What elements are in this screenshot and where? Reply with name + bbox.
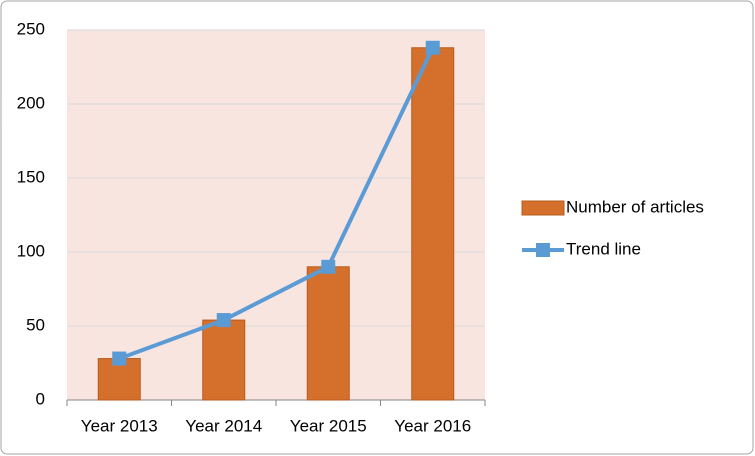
x-tick-label: Year 2015 (290, 416, 367, 435)
y-tick-label: 100 (17, 241, 45, 260)
bar (202, 319, 246, 401)
legend-label: Number of articles (566, 197, 704, 216)
y-tick-label: 50 (26, 315, 45, 334)
bar (306, 266, 350, 401)
line-marker (112, 351, 127, 366)
legend-swatch (521, 200, 565, 216)
trend-line (118, 46, 435, 361)
bar (411, 47, 455, 401)
x-tick-label: Year 2013 (81, 416, 158, 435)
y-tick-label: 0 (36, 389, 45, 408)
line-marker (425, 40, 440, 55)
x-tick-label: Year 2014 (185, 416, 262, 435)
legend-label: Trend line (566, 239, 641, 258)
y-tick-label: 250 (17, 19, 45, 38)
y-tick-label: 150 (17, 167, 45, 186)
legend-swatch (536, 243, 550, 257)
line-marker (216, 313, 231, 328)
y-tick-label: 200 (17, 93, 45, 112)
x-tick-label: Year 2016 (394, 416, 471, 435)
line-marker (321, 259, 336, 274)
